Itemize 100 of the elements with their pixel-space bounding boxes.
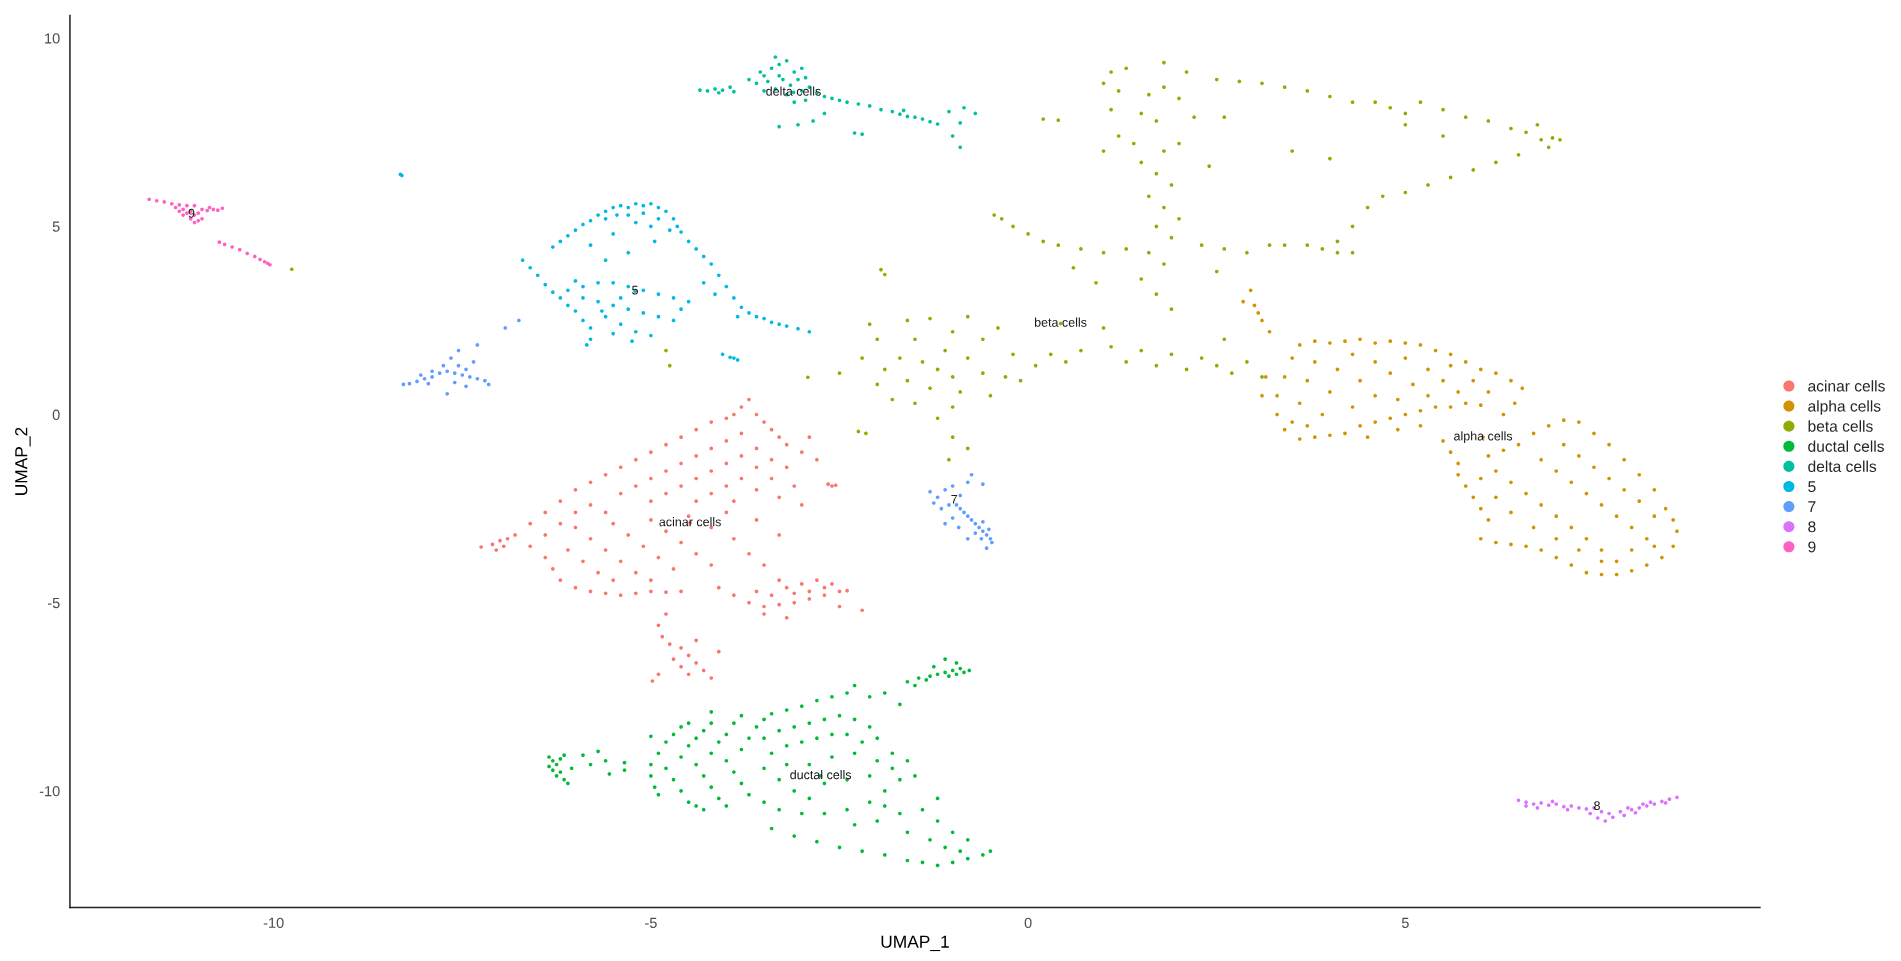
point — [467, 375, 472, 379]
annotation: beta cells — [1034, 317, 1087, 327]
point — [200, 207, 204, 212]
x-axis-title: UMAP_1 — [881, 935, 949, 952]
point — [762, 73, 766, 78]
legend-label: 9 — [1808, 541, 1816, 553]
point — [1577, 805, 1581, 810]
point — [777, 73, 781, 78]
point — [792, 70, 797, 74]
point — [1565, 807, 1570, 812]
point — [973, 111, 978, 116]
point — [449, 356, 453, 360]
point — [979, 536, 984, 541]
point — [913, 115, 917, 120]
point — [1535, 805, 1540, 810]
legend-label: alpha cells — [1808, 400, 1881, 415]
point — [852, 131, 857, 135]
annotation: 7 — [951, 494, 958, 504]
point — [747, 77, 751, 82]
point — [1633, 810, 1638, 815]
point — [713, 87, 717, 91]
point — [728, 85, 732, 89]
point — [1652, 802, 1657, 806]
point — [990, 540, 994, 545]
point — [445, 369, 450, 374]
point — [460, 373, 465, 377]
y-axis-title: UMAP_2 — [15, 427, 31, 495]
x-tick-label: 5 — [1401, 917, 1409, 928]
point — [947, 503, 951, 507]
point — [162, 200, 167, 204]
point — [956, 525, 961, 530]
point — [1569, 804, 1574, 808]
x-tick-label: 0 — [1024, 917, 1032, 928]
point — [811, 119, 815, 123]
point — [928, 119, 932, 124]
point — [784, 58, 789, 63]
point — [1554, 802, 1559, 806]
y-tick-label: -5 — [47, 597, 60, 609]
point — [1524, 800, 1528, 805]
y-tick-label: 5 — [52, 221, 60, 232]
point — [943, 521, 947, 526]
point — [958, 493, 963, 498]
y-tick-label: 0 — [52, 409, 60, 420]
point — [977, 525, 981, 530]
point — [237, 247, 242, 252]
point — [796, 77, 800, 82]
point — [503, 326, 508, 330]
point — [837, 98, 842, 103]
point — [258, 257, 262, 262]
point — [856, 102, 861, 106]
point — [950, 516, 955, 520]
point — [181, 207, 185, 212]
annotation: acinar cells — [659, 517, 721, 527]
point — [732, 89, 736, 94]
point — [803, 98, 808, 103]
point — [1622, 813, 1626, 818]
point — [169, 201, 174, 206]
point — [220, 206, 225, 211]
point — [517, 318, 521, 323]
point — [890, 109, 895, 114]
legend-label: 5 — [1808, 481, 1816, 493]
point — [988, 536, 993, 541]
point — [898, 112, 902, 117]
point — [758, 70, 763, 74]
point — [931, 501, 936, 505]
legend-label: 7 — [1808, 501, 1816, 513]
point — [464, 367, 468, 372]
point — [1641, 802, 1645, 806]
point — [1561, 804, 1566, 809]
point — [947, 109, 951, 114]
point — [430, 375, 434, 379]
point — [1546, 803, 1551, 808]
point — [475, 376, 480, 381]
point — [1603, 819, 1608, 823]
point — [962, 105, 966, 110]
point — [1644, 804, 1649, 808]
point — [154, 198, 159, 203]
point — [928, 489, 932, 494]
point — [196, 211, 201, 215]
point — [1663, 801, 1668, 805]
point — [475, 343, 480, 347]
y-tick-label: -10 — [39, 785, 60, 797]
point — [1637, 805, 1642, 810]
point — [830, 96, 834, 101]
point — [1629, 807, 1634, 812]
x-tick-label: -10 — [263, 917, 284, 928]
point — [430, 369, 434, 374]
legend-label: beta cells — [1808, 420, 1873, 432]
point — [860, 132, 864, 136]
point — [452, 380, 457, 385]
point — [177, 209, 182, 214]
point — [984, 533, 989, 537]
legend-label: acinar cells — [1808, 380, 1885, 392]
point — [845, 100, 849, 104]
annotation: 9 — [188, 208, 195, 218]
point — [716, 90, 721, 95]
point — [422, 376, 427, 381]
point — [177, 203, 182, 207]
point — [720, 88, 725, 92]
point — [962, 510, 966, 515]
